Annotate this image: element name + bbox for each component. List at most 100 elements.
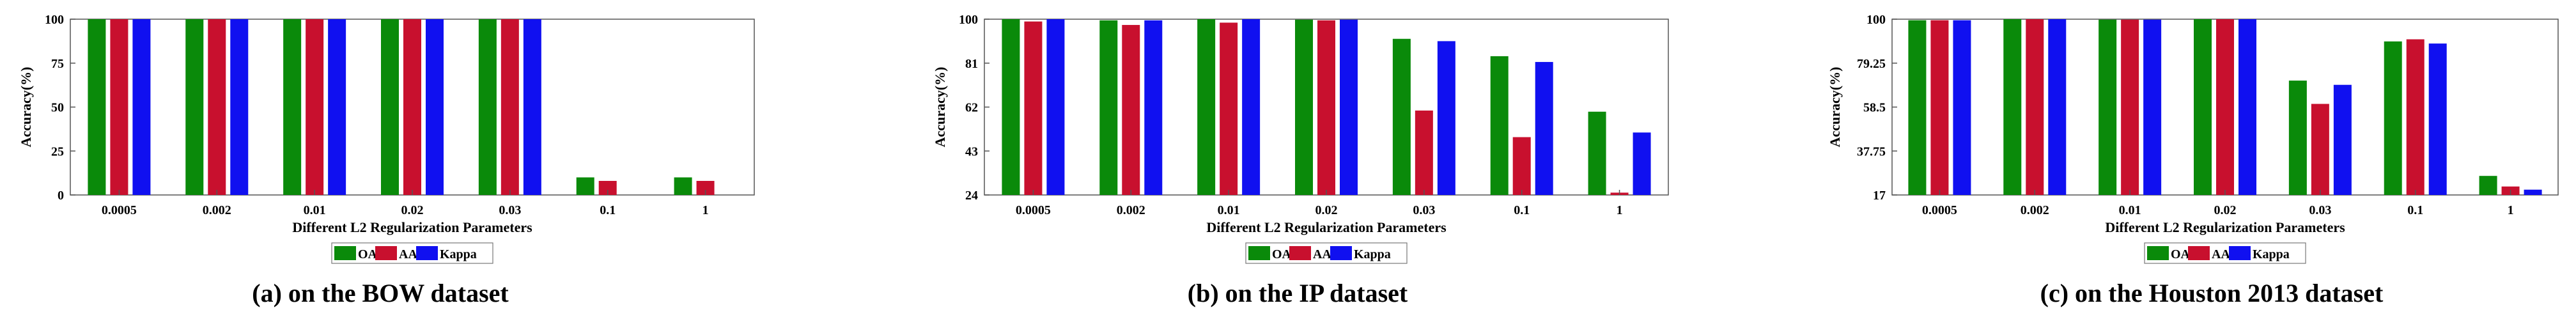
legend-box	[1245, 242, 1408, 264]
y-tick-label: 79.25	[1857, 57, 1886, 71]
bar-oa-0.002	[185, 19, 204, 195]
bar-oa-0.03	[2288, 81, 2307, 195]
bar-kappa-0.02	[426, 19, 444, 195]
bar-kappa-1	[2524, 189, 2542, 195]
x-tick-label: 0.0005	[102, 203, 137, 217]
bar-oa-0.002	[2003, 19, 2022, 195]
legend: OA AA Kappa	[1245, 242, 1408, 264]
chart-bow: 0 25 50 75 100 0.0005 0.002 0.01 0.02 0.03 0.1 1 Dif…	[18, 13, 755, 307]
bar-aa-1	[696, 181, 715, 195]
bar-aa-0.002	[208, 19, 226, 195]
bar-kappa-0.02	[2238, 19, 2256, 195]
x-tick-label: 0.03	[499, 203, 521, 217]
y-tick-label: 100	[45, 13, 64, 27]
x-tick-label: 0.0005	[1016, 203, 1051, 217]
x-tick-label: 1	[2508, 203, 2514, 217]
legend-label-aa: AA	[2212, 247, 2230, 261]
bar-oa-0.03	[478, 19, 497, 195]
bar-aa-0.1	[598, 181, 617, 195]
bar-oa-0.1	[1490, 56, 1509, 195]
bar-oa-0.0005	[1908, 20, 1927, 196]
x-tick-label: 0.1	[2407, 203, 2423, 217]
legend-box	[2144, 242, 2306, 264]
bar-oa-0.0005	[1002, 19, 1020, 195]
chart-ip: 24 43 62 81 100 0.0005 0.002 0.01 0.02 0.03 0.1 1 Di…	[932, 13, 1669, 307]
bar-kappa-0.002	[2048, 19, 2067, 195]
bar-oa-0.01	[1197, 19, 1216, 195]
legend-swatch-oa	[334, 246, 356, 260]
bar-kappa-1	[1633, 132, 1651, 195]
y-tick-label: 62	[965, 101, 978, 115]
legend: OA AA Kappa	[331, 242, 493, 264]
y-tick-label: 100	[1866, 13, 1886, 27]
x-axis-label: Different L2 Regularization Parameters	[2105, 219, 2345, 235]
x-axis-label: Different L2 Regularization Parameters	[1206, 219, 1447, 235]
bar-oa-0.02	[1295, 19, 1313, 195]
bar-kappa-0.0005	[1953, 20, 1971, 196]
x-tick-label: 0.01	[1218, 203, 1240, 217]
bar-oa-1	[2479, 176, 2497, 195]
y-axis-label: Accuracy(%)	[1827, 67, 1843, 148]
bar-oa-1	[1588, 111, 1606, 195]
y-tick-label: 81	[965, 57, 978, 71]
bar-kappa-0.03	[2333, 84, 2352, 195]
bar-oa-0.002	[1099, 20, 1118, 196]
legend-label-aa: AA	[1313, 247, 1331, 261]
x-tick-label: 1	[702, 203, 709, 217]
bar-aa-0.002	[2026, 19, 2044, 195]
legend-label-oa: OA	[2171, 247, 2191, 261]
bar-aa-0.02	[1317, 20, 1335, 196]
x-tick-label: 0.03	[1413, 203, 1435, 217]
bar-aa-0.02	[2216, 19, 2234, 195]
bar-oa-0.02	[2194, 19, 2212, 195]
legend-swatch-kappa	[2229, 246, 2251, 260]
y-tick-label: 37.75	[1857, 144, 1886, 159]
bar-kappa-0.03	[523, 19, 541, 195]
x-tick-label: 0.1	[1514, 203, 1530, 217]
bar-kappa-0.01	[328, 19, 346, 195]
subfigure-caption: (c) on the Houston 2013 dataset	[2040, 279, 2384, 307]
bar-aa-0.01	[2121, 19, 2139, 195]
bar-aa-0.1	[1512, 137, 1531, 195]
bar-kappa-0.02	[1340, 19, 1358, 195]
x-tick-label: 1	[1617, 203, 1623, 217]
x-tick-label: 0.01	[304, 203, 326, 217]
bar-kappa-0.002	[230, 19, 249, 195]
y-axis-label: Accuracy(%)	[18, 67, 34, 148]
legend-swatch-aa	[2188, 246, 2210, 260]
bar-oa-0.02	[381, 19, 399, 195]
bar-kappa-0.0005	[132, 19, 151, 195]
legend-label-kappa: Kappa	[2253, 247, 2290, 261]
x-tick-label: 0.01	[2119, 203, 2141, 217]
bar-aa-0.03	[2311, 104, 2329, 195]
legend-label-kappa: Kappa	[1354, 247, 1391, 261]
bar-aa-0.002	[1122, 25, 1140, 195]
y-tick-label: 17	[1873, 189, 1886, 203]
bar-aa-0.03	[500, 19, 519, 195]
chart-houston-2013: 17 37.75 58.5 79.25 100 0.0005 0.002 0.01 0.02 0.…	[1827, 13, 2559, 307]
y-axis-label: Accuracy(%)	[932, 67, 948, 148]
legend-label-aa: AA	[399, 247, 417, 261]
x-tick-label: 0.002	[2021, 203, 2049, 217]
bar-aa-0.0005	[110, 19, 128, 195]
legend-swatch-aa	[1289, 246, 1311, 260]
x-tick-label: 0.1	[600, 203, 616, 217]
x-tick-label: 0.002	[1117, 203, 1145, 217]
bar-kappa-0.03	[1437, 41, 1455, 195]
subfigure-caption: (b) on the IP dataset	[1188, 279, 1408, 307]
y-tick-label: 25	[51, 144, 64, 159]
bar-oa-0.0005	[88, 19, 106, 195]
bar-kappa-0.0005	[1046, 19, 1065, 195]
legend-swatch-kappa	[1330, 246, 1352, 260]
x-tick-label: 0.002	[203, 203, 231, 217]
x-tick-label: 0.02	[1315, 203, 1338, 217]
legend-box	[331, 242, 493, 264]
bar-oa-0.01	[283, 19, 302, 195]
y-tick-label: 58.5	[1863, 101, 1886, 115]
bar-kappa-0.01	[1242, 19, 1261, 195]
bar-oa-1	[674, 177, 692, 195]
y-tick-label: 43	[965, 144, 978, 159]
y-tick-label: 0	[58, 189, 64, 203]
x-tick-label: 0.02	[401, 203, 424, 217]
